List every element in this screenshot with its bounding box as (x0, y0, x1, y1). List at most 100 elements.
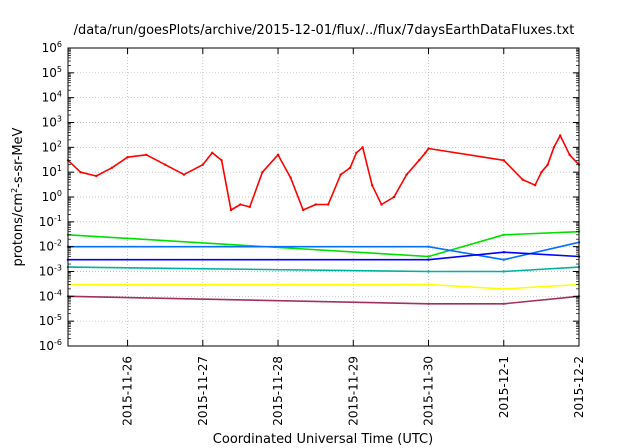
series-line-1 (67, 134, 580, 211)
chart-title: /data/run/goesPlots/archive/2015-12-01/f… (74, 23, 575, 38)
y-axis-label-sup: 2 (10, 188, 19, 193)
y-tick-label: 10-5 (39, 313, 62, 328)
series-layer (66, 134, 581, 305)
series-1-point (126, 156, 129, 159)
series-line-5 (67, 266, 580, 273)
series-1-point (289, 176, 292, 179)
y-tick-label: 103 (42, 115, 62, 130)
y-tick-exponent: -6 (54, 338, 62, 347)
series-1-point (568, 153, 571, 156)
y-tick-base: 10 (42, 116, 57, 130)
y-tick-base: 10 (39, 265, 54, 279)
y-tick-exponent: -5 (54, 313, 62, 322)
series-1-point (540, 171, 543, 174)
y-tick-label: 10-4 (39, 288, 62, 303)
series-1-point (95, 174, 98, 178)
series-1-point (248, 205, 251, 209)
y-tick-exponent: 0 (57, 189, 62, 198)
y-tick-label: 105 (42, 65, 62, 80)
x-axis-label: Coordinated Universal Time (UTC) (213, 432, 433, 447)
y-tick-base: 10 (39, 339, 54, 353)
series-1-point (79, 171, 82, 174)
y-tick-label: 10-3 (39, 264, 62, 279)
y-tick-exponent: 2 (57, 139, 62, 148)
series-line-6 (68, 283, 580, 290)
series-1-point (417, 159, 421, 162)
y-tick-base: 10 (42, 140, 57, 154)
y-tick-base: 10 (39, 314, 54, 328)
x-tick-label: 2015-12-2 (572, 356, 586, 418)
series-1-point (427, 147, 430, 150)
y-tick-exponent: 5 (57, 65, 62, 74)
y-tick-base: 10 (39, 215, 54, 229)
x-tick-label: 2015-11-27 (196, 356, 210, 426)
series-line-2 (67, 230, 580, 258)
series-1-point (552, 146, 556, 149)
series-2-point (427, 255, 430, 258)
y-axis-label: protons/cm2-s-sr-MeV (10, 127, 26, 266)
series-4-point (502, 251, 505, 254)
series-1-point (339, 173, 342, 176)
series-1-point (380, 203, 383, 206)
y-tick-base: 10 (42, 66, 57, 80)
y-tick-exponent: -1 (54, 214, 62, 223)
x-tick-label: 2015-11-28 (271, 356, 285, 426)
x-tick-label: 2015-11-26 (121, 356, 135, 426)
series-1-point (220, 159, 223, 162)
y-tick-exponent: 3 (57, 115, 62, 124)
series-1-point (110, 166, 114, 169)
series-1-point (392, 195, 396, 199)
y-tick-exponent: -3 (54, 264, 62, 273)
y-tick-base: 10 (42, 190, 57, 204)
series-1-point (261, 171, 264, 174)
axes: 10-610-510-410-310-210-11001011021031041… (39, 40, 586, 426)
y-tick-label: 101 (42, 164, 62, 179)
y-tick-exponent: 4 (57, 90, 62, 99)
y-axis-label-pre: protons/cm (11, 193, 26, 267)
series-1-point (201, 163, 204, 166)
series-1-point (301, 208, 305, 212)
y-tick-base: 10 (39, 289, 54, 303)
series-1-point (546, 163, 549, 166)
series-7-point (427, 302, 430, 305)
x-tick-label: 2015-11-30 (422, 356, 436, 426)
series-1-point (405, 173, 408, 176)
x-tick-label: 2015-11-29 (346, 356, 360, 426)
series-2-point (502, 233, 505, 236)
y-tick-exponent: 1 (57, 164, 62, 173)
series-1-point (424, 151, 427, 154)
series-1-point (361, 146, 364, 149)
y-tick-base: 10 (42, 41, 57, 55)
x-tick-label: 2015-12-1 (497, 356, 511, 418)
y-tick-base: 10 (42, 91, 57, 105)
series-1-point (164, 163, 167, 166)
series-1-point (211, 151, 214, 154)
series-1-point (314, 203, 317, 206)
series-5-point (427, 270, 430, 273)
series-1-point (521, 178, 524, 181)
series-6-point (502, 287, 505, 291)
y-tick-exponent: 6 (57, 40, 62, 49)
series-7-point (502, 302, 505, 305)
y-tick-label: 102 (42, 139, 62, 154)
series-4-point (427, 258, 430, 261)
series-1-point (370, 184, 374, 187)
y-tick-exponent: -4 (54, 288, 62, 297)
y-tick-label: 104 (42, 90, 62, 105)
y-tick-label: 10-2 (39, 239, 62, 254)
y-axis-label-post: -s-sr-MeV (11, 127, 26, 187)
series-line-7 (67, 295, 580, 305)
series-1-point (348, 166, 352, 169)
series-1-point (239, 203, 242, 206)
series-3-point (502, 258, 505, 261)
y-tick-exponent: -2 (54, 239, 62, 248)
series-6-point (427, 283, 430, 286)
series-1-point (145, 153, 148, 156)
series-1-point (502, 159, 505, 162)
series-line-3 (68, 241, 580, 261)
series-1-point (559, 134, 562, 137)
series-3-point (427, 245, 430, 248)
y-tick-base: 10 (39, 240, 54, 254)
